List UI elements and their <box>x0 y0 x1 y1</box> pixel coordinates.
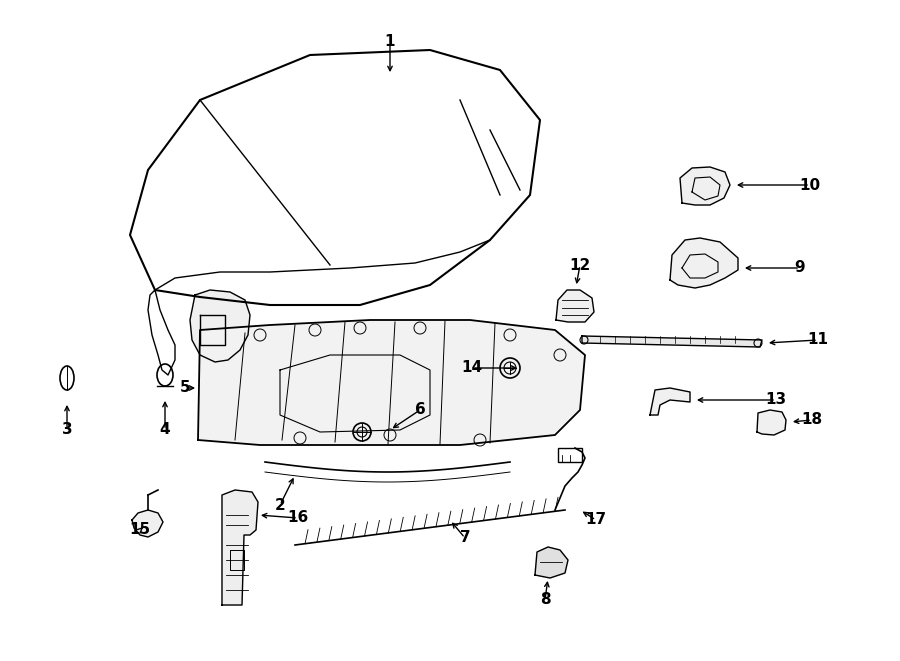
Polygon shape <box>757 410 786 435</box>
Text: 14: 14 <box>462 360 482 375</box>
Text: 2: 2 <box>274 498 285 512</box>
Text: 9: 9 <box>795 260 806 276</box>
Polygon shape <box>222 490 258 605</box>
Text: 1: 1 <box>385 34 395 50</box>
Text: 7: 7 <box>460 531 471 545</box>
Polygon shape <box>190 290 250 362</box>
Text: 4: 4 <box>159 422 170 438</box>
Bar <box>558 448 582 462</box>
Polygon shape <box>582 336 762 347</box>
Text: 13: 13 <box>765 393 787 407</box>
Text: 10: 10 <box>799 178 821 192</box>
Text: 6: 6 <box>415 403 426 418</box>
Polygon shape <box>556 290 594 322</box>
Text: 12: 12 <box>570 258 590 272</box>
Text: 5: 5 <box>180 381 190 395</box>
Polygon shape <box>198 320 585 445</box>
Text: 17: 17 <box>585 512 607 527</box>
Polygon shape <box>670 238 738 288</box>
Polygon shape <box>132 510 163 537</box>
Polygon shape <box>680 167 730 205</box>
Text: 15: 15 <box>130 522 150 537</box>
Text: 18: 18 <box>801 412 823 428</box>
Text: 3: 3 <box>62 422 72 438</box>
Text: 11: 11 <box>807 332 829 348</box>
Text: 8: 8 <box>540 592 550 607</box>
Polygon shape <box>650 388 690 415</box>
Polygon shape <box>535 547 568 578</box>
Text: 16: 16 <box>287 510 309 525</box>
